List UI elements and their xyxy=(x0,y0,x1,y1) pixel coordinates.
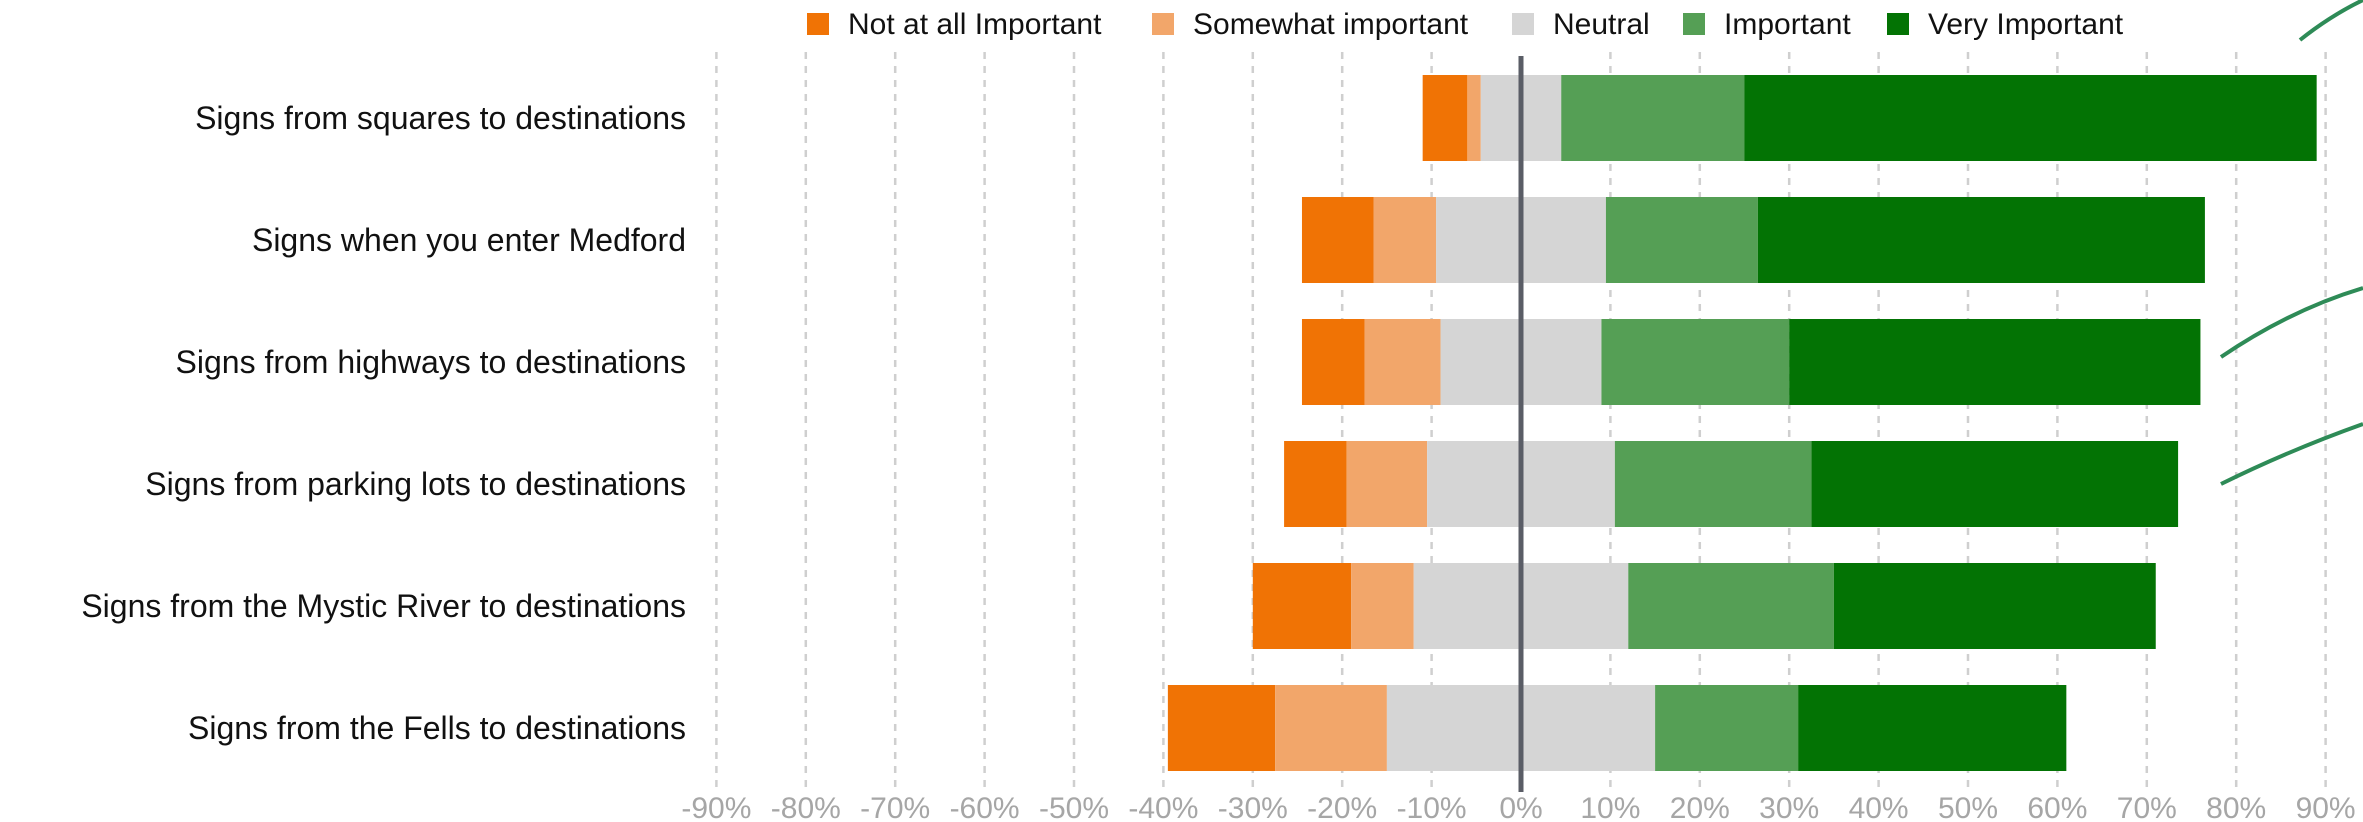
annotation-curve xyxy=(2219,286,2363,359)
x-tick-label: -70% xyxy=(860,792,930,822)
bar-segment xyxy=(1373,197,1437,283)
x-tick-labels: -90% -80% -70% -60% -50% -40% -30% -20% -10% 0% 10… xyxy=(681,792,2355,822)
legend-swatch xyxy=(1152,13,1174,35)
gridlines xyxy=(715,52,2327,790)
x-tick-label: 90% xyxy=(2296,792,2356,822)
category-label: Signs from highways to destinations xyxy=(176,344,686,380)
bar-segment xyxy=(1601,319,1790,405)
x-tick-label: -60% xyxy=(950,792,1020,822)
legend-label: Neutral xyxy=(1553,8,1650,41)
bar-segment xyxy=(1798,685,2067,771)
x-tick-label: 80% xyxy=(2206,792,2266,822)
bar-segment xyxy=(1605,197,1758,283)
bar-segment xyxy=(1275,685,1387,771)
x-tick-label: -30% xyxy=(1218,792,1288,822)
bar-segment xyxy=(1346,441,1428,527)
legend-label: Not at all Important xyxy=(848,8,1102,41)
bar-segment xyxy=(1614,441,1812,527)
x-tick-label: 30% xyxy=(1759,792,1819,822)
bar-segment xyxy=(1301,197,1374,283)
bar-segment xyxy=(1284,441,1347,527)
category-labels: Signs from squares to destinations Signs … xyxy=(81,100,686,746)
annotation-curve xyxy=(2220,422,2363,486)
legend-label: Very Important xyxy=(1928,8,2124,41)
x-tick-label: -20% xyxy=(1307,792,1377,822)
bar-segment xyxy=(1167,685,1276,771)
bar-segment xyxy=(1364,319,1441,405)
bar-segment xyxy=(1561,75,1745,161)
bar-segment xyxy=(1301,319,1365,405)
bar-segment xyxy=(1833,563,2156,649)
bar-segment xyxy=(1628,563,1834,649)
legend: Not at all Important Somewhat important Ne… xyxy=(807,8,2124,41)
x-tick-label: -90% xyxy=(681,792,751,822)
bar-segment xyxy=(1744,75,2317,161)
x-tick-label: -40% xyxy=(1128,792,1198,822)
category-label: Signs from the Fells to destinations xyxy=(188,710,686,746)
legend-swatch xyxy=(1512,13,1534,35)
category-label: Signs from squares to destinations xyxy=(195,100,686,136)
legend-label: Important xyxy=(1724,8,1851,41)
bar-segment xyxy=(1789,319,2201,405)
x-tick-label: 20% xyxy=(1670,792,1730,822)
annotation-curves xyxy=(2219,0,2363,486)
bar-segment xyxy=(1811,441,2179,527)
legend-label: Somewhat important xyxy=(1193,8,1469,41)
category-label: Signs from the Mystic River to destinati… xyxy=(81,588,686,624)
x-tick-label: -10% xyxy=(1397,792,1467,822)
bar-segment xyxy=(1467,75,1481,161)
x-tick-label: -80% xyxy=(771,792,841,822)
category-label: Signs from parking lots to destinations xyxy=(145,466,686,502)
bar-segment xyxy=(1351,563,1414,649)
bar-segment xyxy=(1655,685,1799,771)
x-tick-label: 70% xyxy=(2117,792,2177,822)
legend-swatch xyxy=(807,13,829,35)
x-tick-label: 0% xyxy=(1499,792,1542,822)
bar-segment xyxy=(1422,75,1468,161)
category-label: Signs when you enter Medford xyxy=(252,222,686,258)
bar-segment xyxy=(1757,197,2205,283)
x-tick-label: -50% xyxy=(1039,792,1109,822)
x-tick-label: 40% xyxy=(1849,792,1909,822)
x-tick-label: 50% xyxy=(1938,792,1998,822)
bars xyxy=(1167,75,2317,771)
legend-swatch xyxy=(1683,13,1705,35)
legend-swatch xyxy=(1887,13,1909,35)
x-tick-label: 60% xyxy=(2027,792,2087,822)
x-tick-label: 10% xyxy=(1580,792,1640,822)
bar-segment xyxy=(1252,563,1352,649)
annotation-curve xyxy=(2298,0,2363,42)
